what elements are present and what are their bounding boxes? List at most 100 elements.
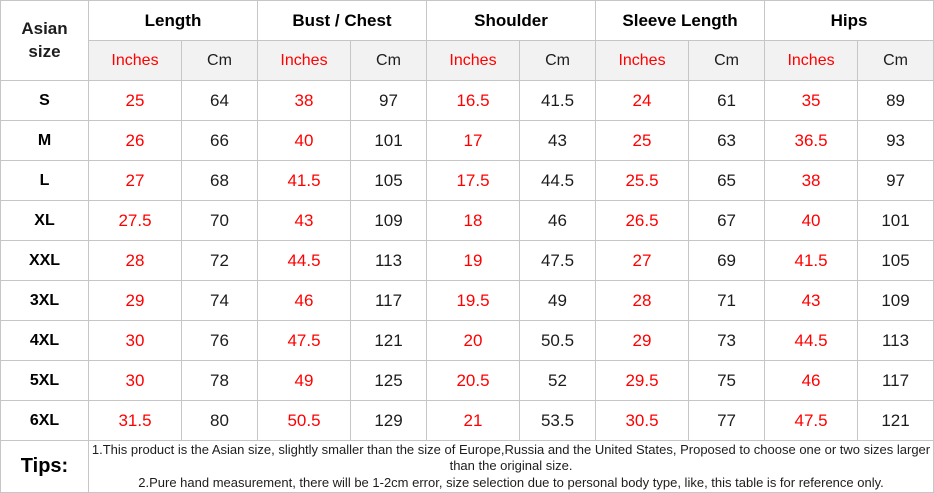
table-row: 4XL 30 76 47.5 121 20 50.5 29 73 44.5 113 [0, 320, 934, 361]
table-row: 6XL 31.5 80 50.5 129 21 53.5 30.5 77 47.5 121 [0, 400, 934, 441]
cm-value-cell: 69 [688, 240, 766, 281]
inches-value-cell: 47.5 [257, 320, 351, 361]
cm-value-cell: 97 [350, 80, 427, 121]
cm-value-cell: 121 [857, 400, 934, 441]
inches-value-cell: 47.5 [764, 400, 859, 441]
table-row: 3XL 29 74 46 117 19.5 49 28 71 43 109 [0, 280, 934, 321]
inches-value-cell: 44.5 [257, 240, 351, 281]
inches-value-cell: 25.5 [595, 160, 690, 201]
inches-value-cell: 29.5 [595, 360, 690, 401]
table-row: M 26 66 40 101 17 43 25 63 36.5 93 [0, 120, 934, 161]
inches-value-cell: 31.5 [88, 400, 182, 441]
cm-value-cell: 72 [181, 240, 258, 281]
cm-value-cell: 64 [181, 80, 258, 121]
cm-value-cell: 89 [857, 80, 934, 121]
cm-value-cell: 76 [181, 320, 258, 361]
inches-value-cell: 16.5 [426, 80, 520, 121]
unit-header-inches-sleeve: Inches [595, 40, 690, 81]
unit-header-cm-length: Cm [181, 40, 258, 81]
corner-header-line1: Asian [21, 19, 68, 39]
cm-value-cell: 101 [857, 200, 934, 241]
corner-header-line2: size [28, 41, 61, 61]
unit-header-inches-hips: Inches [764, 40, 859, 81]
size-label: 4XL [0, 320, 89, 361]
cm-value-cell: 68 [181, 160, 258, 201]
tips-line-1: 1.This product is the Asian size, slight… [91, 441, 931, 474]
unit-header-cm-sleeve: Cm [688, 40, 766, 81]
tips-row: Tips: 1.This product is the Asian size, … [0, 440, 934, 493]
cm-value-cell: 70 [181, 200, 258, 241]
cm-value-cell: 73 [688, 320, 766, 361]
tips-text: 1.This product is the Asian size, slight… [87, 440, 934, 493]
size-label: 3XL [0, 280, 89, 321]
cm-value-cell: 65 [688, 160, 766, 201]
cm-value-cell: 63 [688, 120, 766, 161]
cm-value-cell: 41.5 [518, 80, 597, 121]
table-row: XL 27.5 70 43 109 18 46 26.5 67 40 101 [0, 200, 934, 241]
cm-value-cell: 46 [518, 200, 597, 241]
cm-value-cell: 67 [688, 200, 766, 241]
group-header-shoulder: Shoulder [425, 0, 597, 41]
inches-value-cell: 43 [764, 280, 859, 321]
inches-value-cell: 21 [426, 400, 520, 441]
size-label: L [0, 160, 89, 201]
inches-value-cell: 41.5 [764, 240, 859, 281]
inches-value-cell: 41.5 [257, 160, 351, 201]
inches-value-cell: 36.5 [764, 120, 859, 161]
group-header-hips: Hips [764, 0, 934, 41]
inches-value-cell: 17.5 [426, 160, 520, 201]
unit-header-row: Inches Cm Inches Cm Inches Cm Inches Cm … [1, 40, 934, 81]
size-label: 6XL [0, 400, 89, 441]
inches-value-cell: 44.5 [764, 320, 859, 361]
cm-value-cell: 66 [181, 120, 258, 161]
cm-value-cell: 129 [350, 400, 427, 441]
cm-value-cell: 105 [857, 240, 934, 281]
group-header-sleeve-length: Sleeve Length [595, 0, 766, 41]
cm-value-cell: 121 [350, 320, 427, 361]
inches-value-cell: 26.5 [595, 200, 690, 241]
cm-value-cell: 105 [350, 160, 427, 201]
inches-value-cell: 46 [257, 280, 351, 321]
table-row: XXL 28 72 44.5 113 19 47.5 27 69 41.5 105 [0, 240, 934, 281]
inches-value-cell: 27 [595, 240, 690, 281]
inches-value-cell: 19.5 [426, 280, 520, 321]
inches-value-cell: 26 [88, 120, 182, 161]
cm-value-cell: 50.5 [518, 320, 597, 361]
inches-value-cell: 50.5 [257, 400, 351, 441]
size-label: M [0, 120, 89, 161]
inches-value-cell: 17 [426, 120, 520, 161]
unit-header-inches-bust: Inches [257, 40, 351, 81]
cm-value-cell: 75 [688, 360, 766, 401]
size-label: 5XL [0, 360, 89, 401]
unit-header-cm-shoulder: Cm [518, 40, 597, 81]
inches-value-cell: 38 [764, 160, 859, 201]
inches-value-cell: 38 [257, 80, 351, 121]
cm-value-cell: 61 [688, 80, 766, 121]
inches-value-cell: 27 [88, 160, 182, 201]
inches-value-cell: 29 [88, 280, 182, 321]
inches-value-cell: 43 [257, 200, 351, 241]
cm-value-cell: 101 [350, 120, 427, 161]
tips-label: Tips: [0, 440, 89, 493]
table-row: 5XL 30 78 49 125 20.5 52 29.5 75 46 117 [0, 360, 934, 401]
inches-value-cell: 20 [426, 320, 520, 361]
cm-value-cell: 80 [181, 400, 258, 441]
cm-value-cell: 44.5 [518, 160, 597, 201]
unit-header-inches-shoulder: Inches [426, 40, 520, 81]
cm-value-cell: 49 [518, 280, 597, 321]
cm-value-cell: 78 [181, 360, 258, 401]
inches-value-cell: 49 [257, 360, 351, 401]
unit-header-inches-length: Inches [88, 40, 182, 81]
inches-value-cell: 27.5 [88, 200, 182, 241]
cm-value-cell: 74 [181, 280, 258, 321]
inches-value-cell: 24 [595, 80, 690, 121]
inches-value-cell: 30 [88, 360, 182, 401]
inches-value-cell: 35 [764, 80, 859, 121]
cm-value-cell: 52 [518, 360, 597, 401]
size-label: XXL [0, 240, 89, 281]
cm-value-cell: 47.5 [518, 240, 597, 281]
unit-header-cm-hips: Cm [857, 40, 934, 81]
cm-value-cell: 71 [688, 280, 766, 321]
